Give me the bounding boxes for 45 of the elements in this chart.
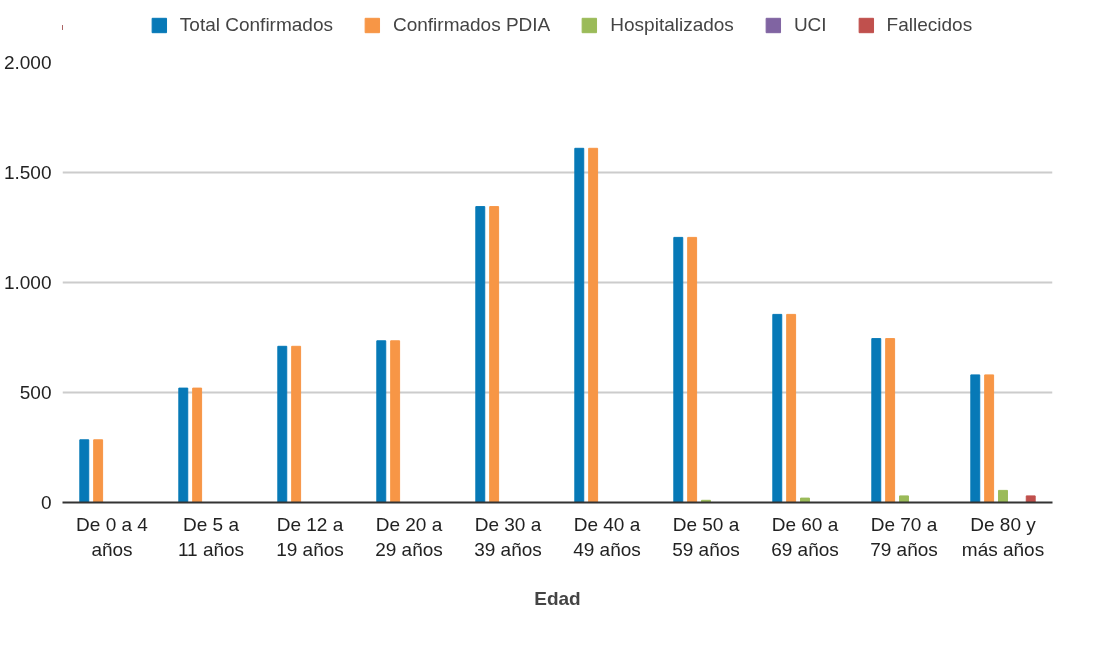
legend-label: Fallecidos <box>886 14 973 36</box>
x-tick-label: De 40 a 49 años <box>573 513 641 560</box>
bar <box>786 313 797 503</box>
bar <box>489 206 500 503</box>
bar <box>687 236 698 503</box>
bar <box>899 495 909 503</box>
bar <box>673 236 684 503</box>
bar <box>588 147 599 503</box>
x-tick-label: De 0 a 4 años <box>76 513 149 560</box>
x-tick-label: De 30 a 39 años <box>474 513 542 560</box>
legend-label: Hospitalizados <box>610 14 734 36</box>
x-tick-label: De 12 a 19 años <box>276 513 344 560</box>
bar <box>475 206 486 503</box>
x-tick-label: De 60 a 69 años <box>771 513 839 560</box>
legend-label: UCI <box>793 14 827 36</box>
y-tick-label: 0 <box>40 492 52 513</box>
bar <box>998 489 1008 503</box>
x-tick-label: De 80 y más años <box>961 513 1045 560</box>
legend-label: Total Confirmados <box>179 14 333 36</box>
legend-label: Confirmados PDIA <box>392 14 551 36</box>
bar <box>192 387 203 503</box>
x-axis-title: Edad <box>534 587 581 609</box>
x-tick-label: De 70 a 79 años <box>870 513 938 560</box>
bar <box>376 340 387 503</box>
bar <box>871 338 882 503</box>
bar <box>772 313 783 503</box>
bar <box>291 345 302 503</box>
x-tick-label: De 5 a 11 años <box>177 513 245 560</box>
y-tick-label: 2.000 <box>3 52 52 73</box>
y-tick-label: 1.000 <box>3 272 52 293</box>
bar <box>984 374 995 503</box>
bar <box>885 338 896 503</box>
y-tick-label: 1.500 <box>3 162 52 183</box>
bar <box>800 497 810 503</box>
bar <box>970 374 981 503</box>
y-tick-label: 500 <box>19 382 52 403</box>
bar <box>574 147 585 503</box>
bar <box>178 387 189 503</box>
bar <box>277 345 288 503</box>
x-tick-label: De 50 a 59 años <box>672 513 740 560</box>
bar <box>1025 495 1036 503</box>
bar <box>390 340 401 503</box>
x-tick-label: De 20 a 29 años <box>375 513 443 560</box>
bar <box>79 439 90 503</box>
bar <box>93 439 104 503</box>
